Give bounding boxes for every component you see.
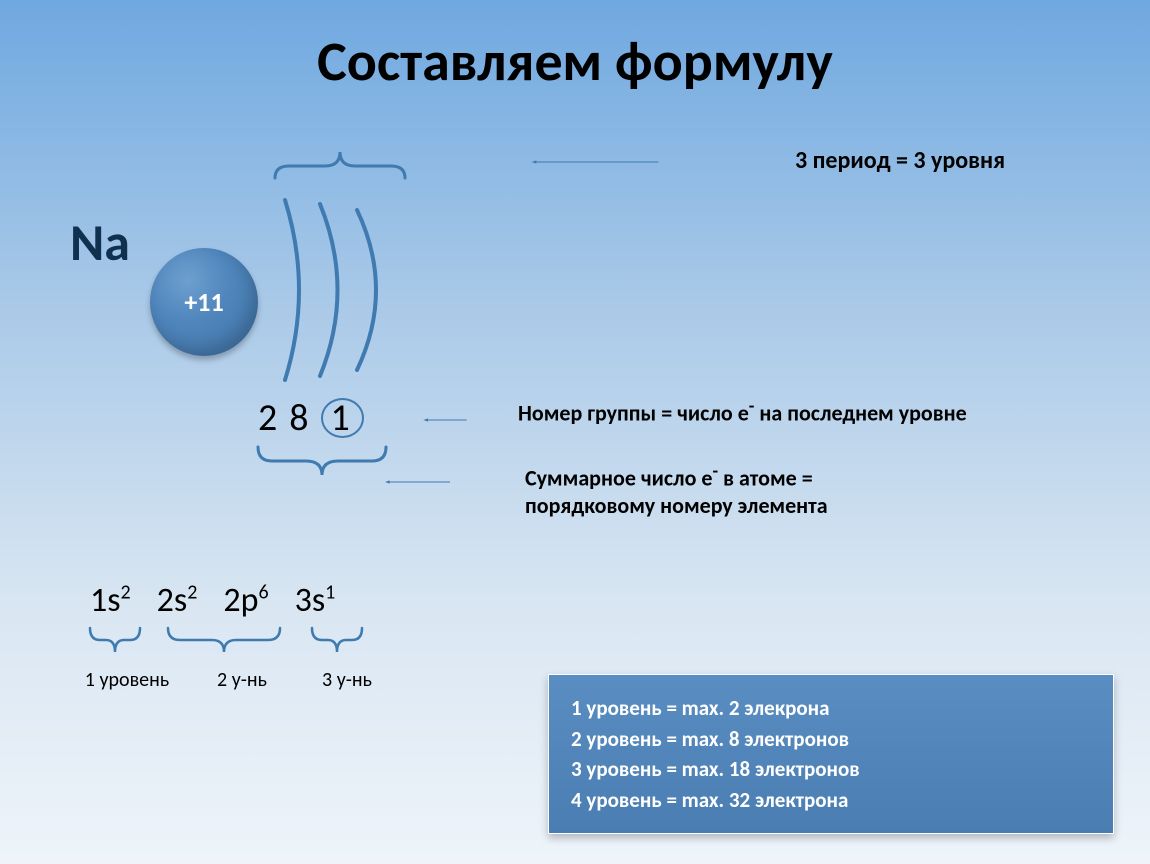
label-sum-electrons: Суммарное число е- в атоме = порядковому… — [525, 460, 925, 519]
config-sup-3: 6 — [258, 581, 268, 605]
level-label-1: 1 уровень — [72, 668, 182, 692]
brace-level-3 — [312, 628, 362, 652]
config-term-3: 2p6 — [223, 580, 268, 621]
config-sup-4: 1 — [325, 581, 335, 605]
braces-config-levels — [90, 626, 510, 666]
config-term-2: 2s2 — [157, 580, 198, 621]
arrow-group-number — [380, 418, 510, 422]
shell-count-2: 8 — [289, 395, 312, 441]
config-term-4: 3s1 — [295, 580, 336, 621]
brace-top-shells — [275, 148, 405, 180]
shell-arc-2 — [320, 204, 338, 376]
max-electrons-info-box: 1 уровень = max. 2 элекрона 2 уровень = … — [548, 674, 1114, 834]
info-line-4: 4 уровень = max. 32 электрона — [571, 785, 1091, 815]
info-line-2: 2 уровень = max. 8 электронов — [571, 724, 1091, 754]
shell-count-3-circled: 1 — [321, 398, 364, 438]
config-term-1: 1s2 — [90, 580, 131, 621]
shell-electron-counts: 2 8 1 — [258, 395, 364, 441]
brace-bottom-shell-counts — [258, 445, 386, 479]
brace-level-1 — [90, 628, 140, 652]
level-label-2: 2 у-нь — [182, 668, 302, 692]
info-line-3: 3 уровень = max. 18 электронов — [571, 754, 1091, 784]
config-level-labels: 1 уровень 2 у-нь 3 у-нь — [72, 668, 392, 692]
level-label-3: 3 у-нь — [302, 668, 392, 692]
label-group-number: Номер группы = число е- на последнем уро… — [518, 395, 1038, 427]
config-orbital-4: 3s — [295, 580, 326, 621]
slide-title: Составляем формулу — [0, 28, 1150, 96]
shell-count-1: 2 — [258, 395, 281, 441]
label-group-part1: Номер группы = число е — [518, 399, 749, 426]
shell-arc-1 — [285, 200, 299, 380]
config-orbital-1: 1s — [90, 580, 121, 621]
element-symbol: Na — [70, 210, 130, 274]
electron-configuration: 1s2 2s2 2p6 3s1 — [90, 580, 335, 621]
label-sum-part1: Суммарное число е — [525, 464, 713, 491]
config-orbital-2: 2s — [157, 580, 188, 621]
nucleus-charge: +11 — [184, 286, 223, 318]
config-orbital-3: 2p — [223, 580, 258, 621]
label-group-part2: на последнем уровне — [754, 399, 966, 426]
info-line-1: 1 уровень = max. 2 элекрона — [571, 693, 1091, 723]
label-period: 3 период = 3 уровня — [795, 146, 1005, 175]
shell-arc-3 — [357, 210, 376, 370]
config-sup-2: 2 — [187, 581, 197, 605]
config-sup-1: 2 — [121, 581, 131, 605]
shell-arcs — [265, 180, 425, 400]
nucleus-circle: +11 — [150, 248, 258, 356]
arrow-period — [405, 160, 785, 164]
brace-level-2 — [168, 628, 280, 652]
arrow-sum-electrons — [320, 480, 515, 484]
